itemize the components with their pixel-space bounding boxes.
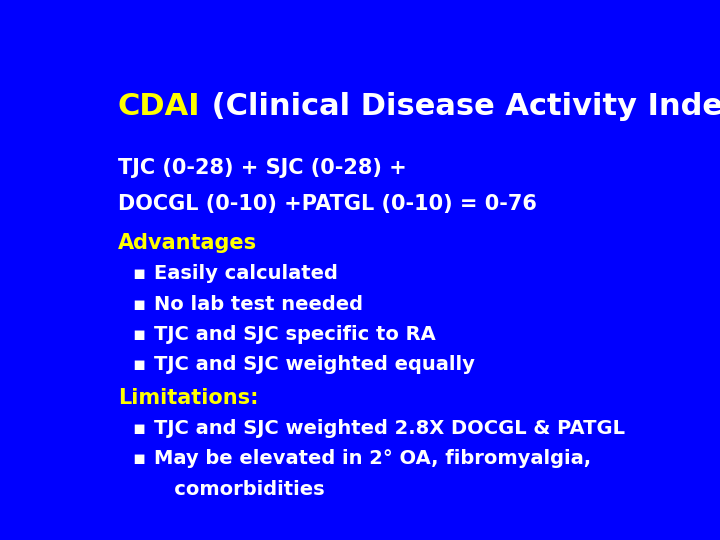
Text: TJC and SJC weighted equally: TJC and SJC weighted equally — [154, 355, 475, 374]
Text: ▪: ▪ — [132, 419, 145, 438]
Text: TJC and SJC weighted 2.8X DOCGL & PATGL: TJC and SJC weighted 2.8X DOCGL & PATGL — [154, 419, 625, 438]
Text: Advantages: Advantages — [118, 233, 257, 253]
Text: DOCGL (0-10) +PATGL (0-10) = 0-76: DOCGL (0-10) +PATGL (0-10) = 0-76 — [118, 194, 537, 214]
Text: (Clinical Disease Activity Index): (Clinical Disease Activity Index) — [201, 92, 720, 121]
Text: comorbidities: comorbidities — [154, 480, 325, 499]
Text: TJC (0-28) + SJC (0-28) +: TJC (0-28) + SJC (0-28) + — [118, 158, 407, 178]
Text: No lab test needed: No lab test needed — [154, 295, 363, 314]
Text: ▪: ▪ — [132, 325, 145, 344]
Text: Easily calculated: Easily calculated — [154, 265, 338, 284]
Text: ▪: ▪ — [132, 449, 145, 468]
Text: TJC and SJC specific to RA: TJC and SJC specific to RA — [154, 325, 436, 344]
Text: CDAI: CDAI — [118, 92, 201, 121]
Text: ▪: ▪ — [132, 295, 145, 314]
Text: May be elevated in 2° OA, fibromyalgia,: May be elevated in 2° OA, fibromyalgia, — [154, 449, 591, 468]
Text: ▪: ▪ — [132, 355, 145, 374]
Text: ▪: ▪ — [132, 265, 145, 284]
Text: Limitations:: Limitations: — [118, 388, 258, 408]
